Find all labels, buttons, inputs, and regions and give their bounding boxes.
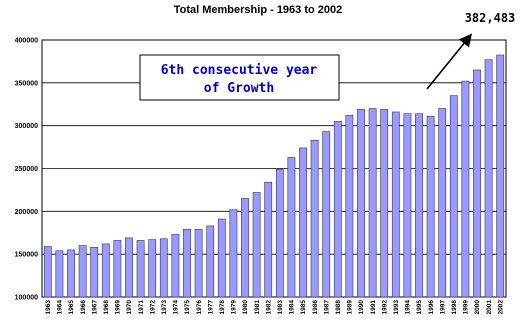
callout-line-2: of Growth xyxy=(204,81,274,96)
bar xyxy=(403,113,412,298)
x-tick-label: 1994 xyxy=(405,300,412,315)
y-tick-label: 200000 xyxy=(15,209,38,216)
x-tick-label: 1992 xyxy=(381,300,388,315)
bar xyxy=(183,229,191,298)
bar xyxy=(391,111,400,298)
y-tick-label: 350000 xyxy=(15,80,38,87)
bar xyxy=(43,246,52,298)
bar xyxy=(125,237,133,298)
x-tick-label: 1967 xyxy=(91,300,98,315)
bar xyxy=(438,108,447,298)
x-tick-label: 1998 xyxy=(451,300,458,315)
callout-box xyxy=(139,54,340,101)
bar xyxy=(90,247,99,298)
bar xyxy=(101,243,110,298)
x-tick-label: 1965 xyxy=(68,300,75,315)
x-tick-label: 1968 xyxy=(103,300,110,315)
x-tick-label: 1986 xyxy=(312,300,319,315)
bar xyxy=(333,121,342,298)
x-tick-label: 1980 xyxy=(242,300,249,315)
bar xyxy=(113,240,122,298)
bar xyxy=(322,131,331,298)
x-tick-label: 1978 xyxy=(219,300,226,315)
bar xyxy=(449,95,458,298)
bar xyxy=(368,108,377,298)
x-tick-label: 2002 xyxy=(497,300,504,315)
chart-title: Total Membership - 1963 to 2002 xyxy=(174,4,343,16)
x-tick-label: 1999 xyxy=(463,300,470,315)
x-tick-label: 1987 xyxy=(323,300,330,315)
growth-arrow xyxy=(426,33,473,90)
plot-frame xyxy=(41,39,507,298)
bar xyxy=(194,229,203,298)
y-tick-label: 100000 xyxy=(15,295,38,302)
bar xyxy=(310,139,319,298)
peak-value-label: 382,483 xyxy=(465,11,516,25)
bar xyxy=(357,109,365,298)
bar xyxy=(380,109,389,298)
x-tick-label: 1977 xyxy=(207,300,214,315)
x-tick-label: 1984 xyxy=(289,300,296,315)
bar xyxy=(264,181,273,298)
x-tick-label: 1996 xyxy=(428,300,435,315)
x-tick-label: 1983 xyxy=(277,300,284,315)
growth-callout: 6th consecutive year of Growth xyxy=(139,54,340,101)
x-tick-label: 1993 xyxy=(393,300,400,315)
bar xyxy=(345,115,354,298)
x-tick-label: 1981 xyxy=(254,300,261,315)
bar xyxy=(484,59,493,298)
bar xyxy=(67,249,75,298)
bar xyxy=(426,115,435,298)
bar xyxy=(461,80,470,298)
y-tick-label: 250000 xyxy=(15,166,38,173)
x-tick-label: 1974 xyxy=(173,300,180,315)
y-tick-label: 300000 xyxy=(15,123,38,130)
bar xyxy=(252,192,261,298)
bar xyxy=(415,113,423,298)
bar xyxy=(206,225,215,298)
bar xyxy=(275,169,284,298)
y-tick-label: 400000 xyxy=(15,38,38,45)
x-tick-label: 2001 xyxy=(486,300,493,315)
bar xyxy=(171,234,180,298)
x-tick-label: 1990 xyxy=(358,300,365,315)
x-tick-label: 1975 xyxy=(184,300,191,315)
x-tick-label: 1982 xyxy=(265,300,272,315)
bar xyxy=(299,147,307,298)
x-tick-label: 1979 xyxy=(231,300,238,315)
bar xyxy=(496,54,505,298)
x-tick-label: 1970 xyxy=(126,300,133,315)
bar xyxy=(148,239,157,298)
bar xyxy=(78,245,87,298)
bar xyxy=(217,218,226,298)
y-tick-label: 150000 xyxy=(15,252,38,259)
x-tick-label: 1969 xyxy=(115,300,122,315)
bar xyxy=(55,250,64,298)
x-tick-label: 1971 xyxy=(138,300,145,315)
x-tick-label: 1995 xyxy=(416,300,423,315)
bar xyxy=(241,198,249,298)
x-tick-label: 1989 xyxy=(347,300,354,315)
x-tick-label: 1985 xyxy=(300,300,307,315)
x-tick-label: 1991 xyxy=(370,300,377,315)
bar xyxy=(229,209,238,298)
x-tick-label: 2000 xyxy=(474,300,481,315)
x-tick-label: 1963 xyxy=(45,300,52,315)
bar xyxy=(473,69,481,298)
x-tick-label: 1964 xyxy=(57,300,64,315)
x-tick-label: 1966 xyxy=(80,300,87,315)
x-tick-label: 1973 xyxy=(161,300,168,315)
x-tick-label: 1988 xyxy=(335,300,342,315)
bar xyxy=(159,238,168,298)
bar xyxy=(136,240,145,298)
x-tick-label: 1997 xyxy=(439,300,446,315)
bar xyxy=(287,157,296,298)
x-tick-label: 1976 xyxy=(196,300,203,315)
x-tick-label: 1972 xyxy=(149,300,156,315)
plot-area: 100000 150000 200000 250000 300000 350000 4000… xyxy=(15,38,507,315)
callout-line-1: 6th consecutive year xyxy=(161,63,318,78)
